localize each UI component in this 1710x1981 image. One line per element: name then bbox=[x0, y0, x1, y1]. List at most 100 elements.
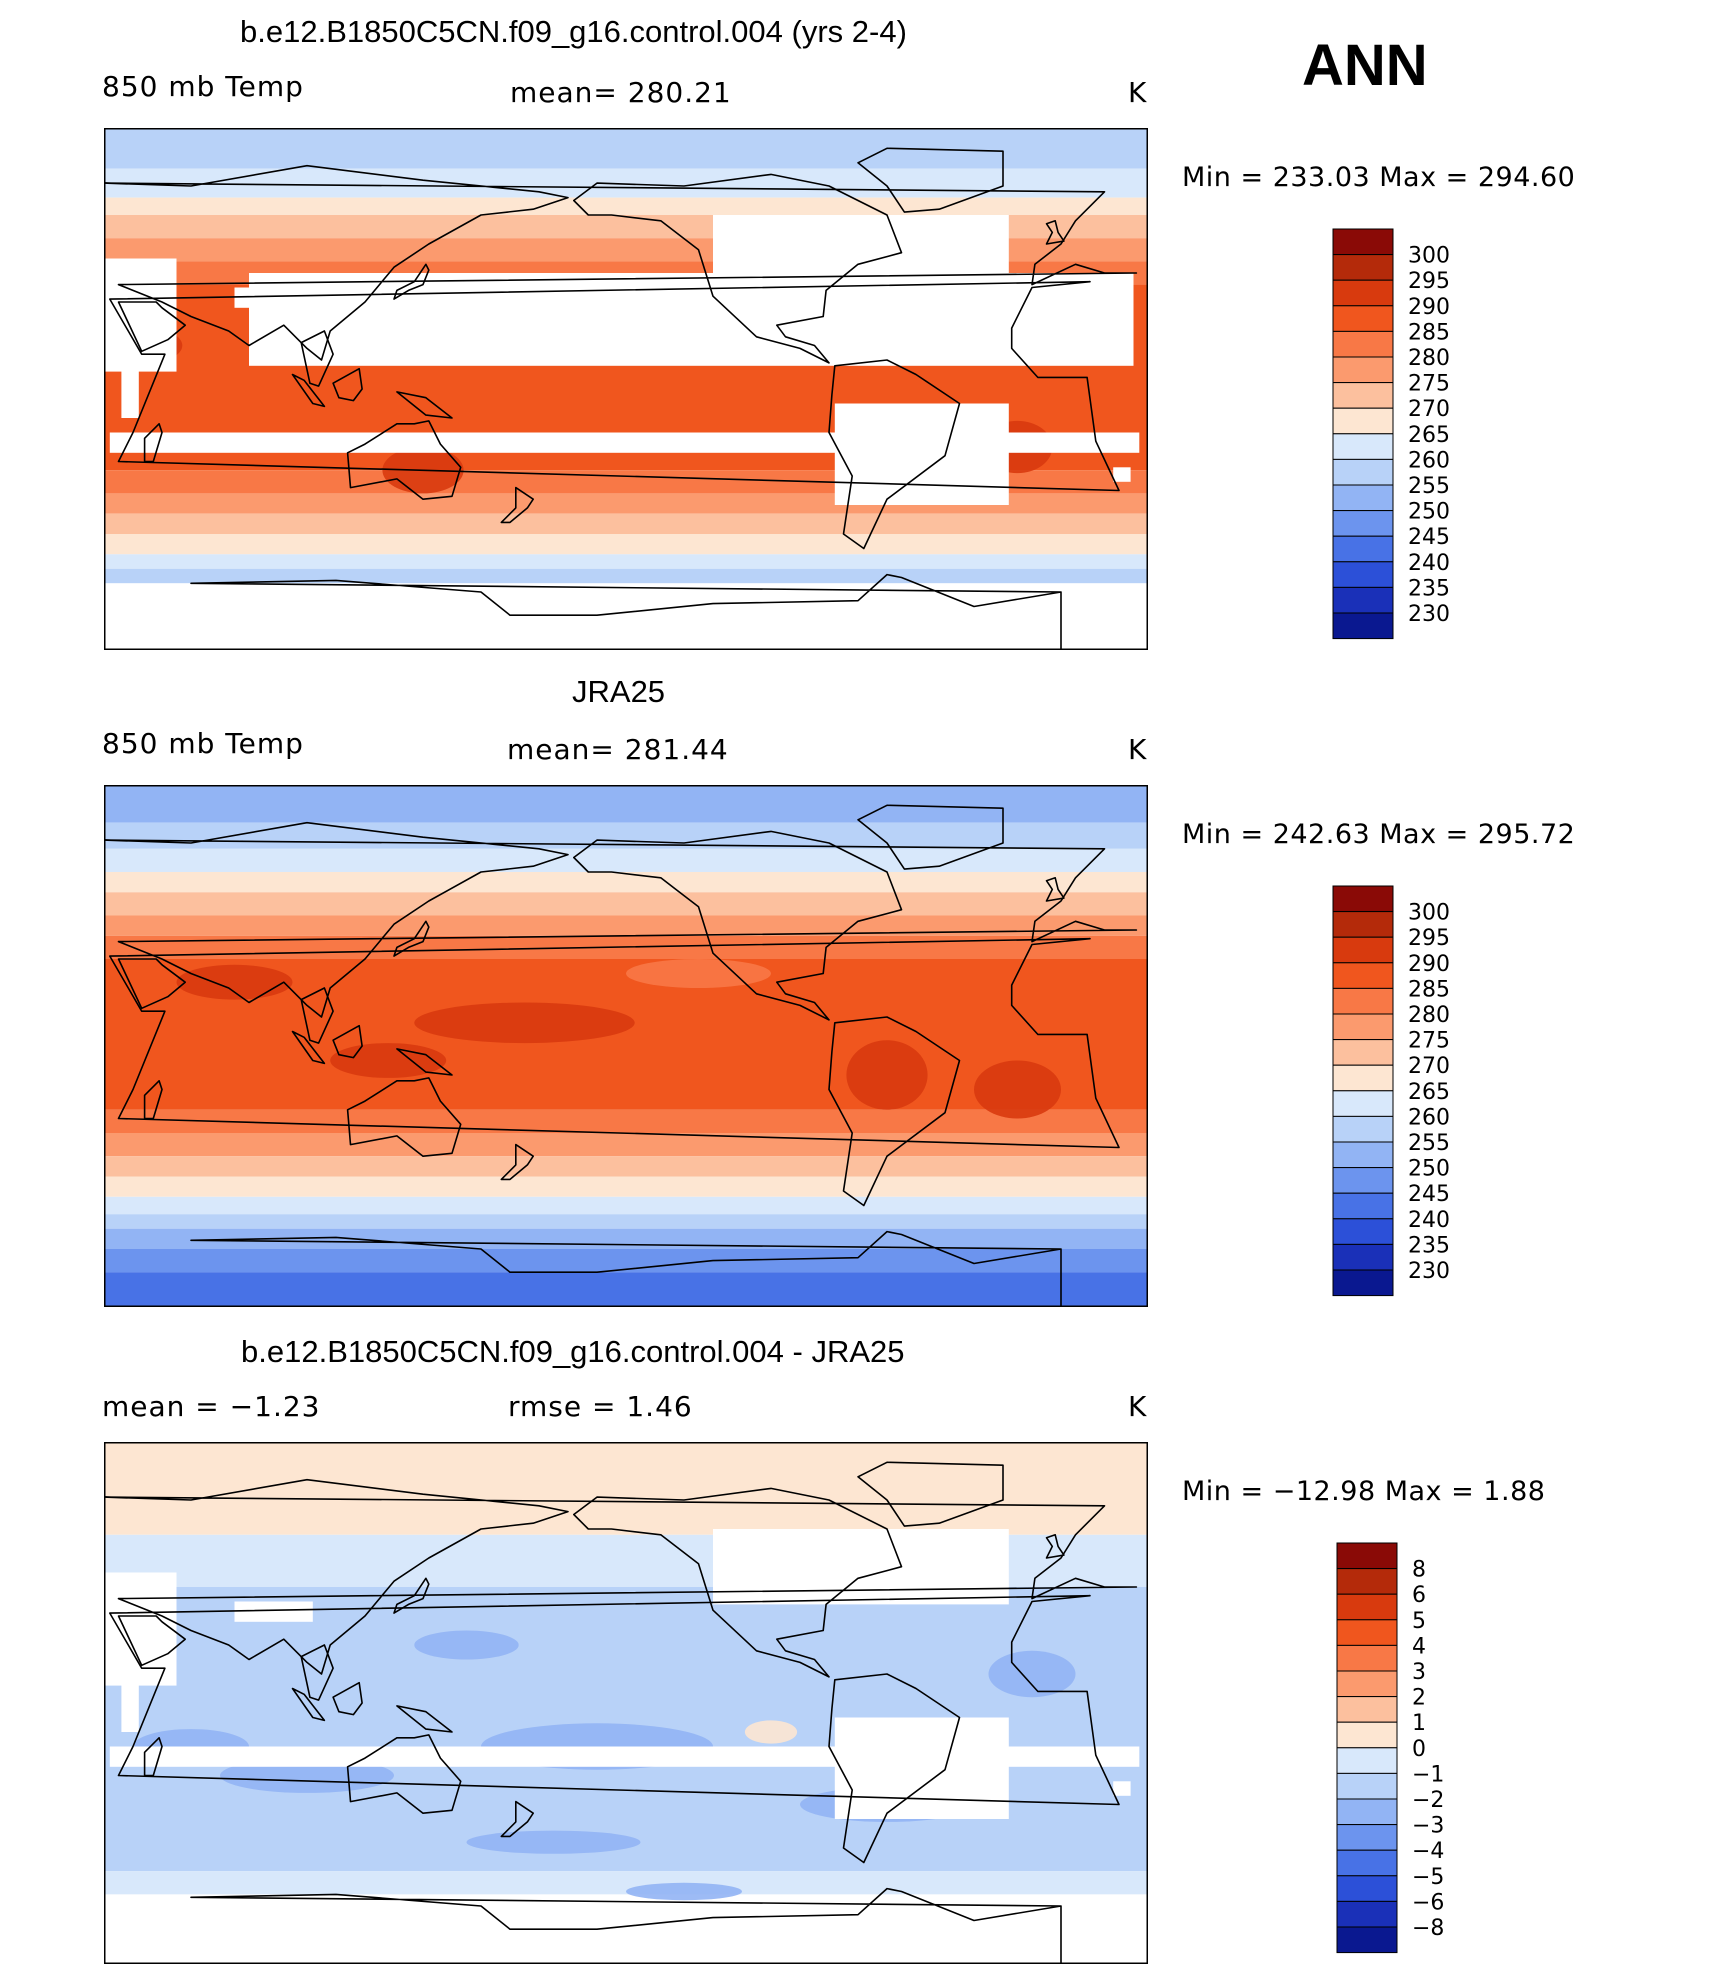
contour-band bbox=[104, 872, 1148, 893]
colorbar-tick-label: 255 bbox=[1408, 474, 1450, 499]
panel-3-colorbar: 8 6 5 4 3 2 1 0 −1 −2 −3 −4 −5 −6 −8 bbox=[1336, 1542, 1496, 1961]
colorbar-box bbox=[1332, 1115, 1394, 1143]
panel-1-map bbox=[104, 128, 1148, 650]
colorbar-tick-label: 8 bbox=[1412, 1558, 1426, 1583]
contour-band bbox=[104, 1214, 1148, 1229]
colorbar-box bbox=[1336, 1798, 1398, 1826]
colorbar-tick-label: 290 bbox=[1408, 952, 1450, 977]
coastline-south-america bbox=[828, 359, 961, 550]
coastline-indochina bbox=[300, 1644, 334, 1701]
colorbar-tick-label: 1 bbox=[1412, 1711, 1426, 1736]
map-frame bbox=[104, 1442, 1148, 1964]
coastline-madagascar bbox=[143, 422, 163, 463]
colorbar-tick-label: 3 bbox=[1412, 1660, 1426, 1685]
panel-3-units: K bbox=[1128, 1390, 1148, 1423]
colorbar-tick-label: 290 bbox=[1408, 295, 1450, 320]
coastline-new-guinea bbox=[396, 1048, 453, 1076]
contour-region bbox=[414, 1630, 519, 1660]
coastline-antarctica bbox=[190, 573, 1062, 650]
panel-1-mean-label: mean= 280.21 bbox=[510, 76, 732, 109]
colorbar-box bbox=[1332, 1243, 1394, 1271]
contour-region bbox=[744, 1720, 798, 1744]
colorbar-box bbox=[1332, 254, 1394, 281]
colorbar-tick-label: 265 bbox=[1408, 1080, 1450, 1105]
panel-1-minmax: Min = 233.03 Max = 294.60 bbox=[1182, 162, 1576, 193]
colorbar-box bbox=[1336, 1542, 1398, 1570]
colorbar-box bbox=[1332, 1218, 1394, 1245]
missing-data-region bbox=[121, 360, 139, 418]
contour-band bbox=[104, 534, 1148, 555]
contour-band bbox=[104, 197, 1148, 215]
colorbar-box bbox=[1332, 305, 1394, 332]
missing-data-region bbox=[121, 1674, 139, 1732]
coastline-africa bbox=[109, 1594, 1120, 1806]
colorbar-box bbox=[1332, 535, 1394, 563]
colorbar-box bbox=[1336, 1824, 1398, 1851]
coastline-north-america bbox=[572, 173, 903, 364]
colorbar-tick-label: 285 bbox=[1408, 320, 1450, 345]
colorbar-tick-label: 230 bbox=[1408, 602, 1450, 627]
coastline-sumatra bbox=[291, 1687, 326, 1722]
colorbar-box bbox=[1336, 1875, 1398, 1902]
colorbar-tick-label: 265 bbox=[1408, 423, 1450, 448]
contour-band bbox=[104, 513, 1148, 534]
colorbar-tick-label: −1 bbox=[1412, 1762, 1444, 1787]
coastline-borneo bbox=[332, 367, 363, 402]
colorbar-tick-label: 240 bbox=[1408, 1208, 1450, 1233]
coastline-madagascar bbox=[143, 1736, 163, 1777]
coastline-australia bbox=[346, 1077, 462, 1158]
coastline-south-america bbox=[828, 1016, 961, 1207]
colorbar-box bbox=[1332, 356, 1394, 384]
colorbar-tick-label: 240 bbox=[1408, 551, 1450, 576]
colorbar-tick-label: 285 bbox=[1408, 977, 1450, 1002]
colorbar-tick-label: −2 bbox=[1412, 1788, 1444, 1813]
coastline-borneo bbox=[332, 1681, 363, 1716]
missing-data-region bbox=[104, 258, 177, 372]
colorbar-box bbox=[1332, 561, 1394, 588]
coastline-eurasia bbox=[104, 164, 1138, 361]
colorbar-tick-label: 280 bbox=[1408, 346, 1450, 371]
coastline-madagascar bbox=[143, 1079, 163, 1120]
contour-band bbox=[104, 1133, 1148, 1157]
colorbar-box bbox=[1336, 1772, 1398, 1800]
colorbar-box bbox=[1332, 279, 1394, 307]
colorbar-box bbox=[1336, 1926, 1398, 1954]
panel-1-colorbar: 300 295 290 285 280 275 270 265 260 255 250 245 240 2… bbox=[1332, 228, 1492, 647]
colorbar-box bbox=[1332, 330, 1394, 358]
coastline-australia bbox=[346, 1734, 462, 1815]
colorbar-box bbox=[1336, 1593, 1398, 1621]
colorbar-tick-label: −3 bbox=[1412, 1814, 1444, 1839]
colorbar-tick-label: 0 bbox=[1412, 1737, 1426, 1762]
colorbar-tick-label: 245 bbox=[1408, 525, 1450, 550]
colorbar-box bbox=[1336, 1721, 1398, 1749]
coastline-australia bbox=[346, 420, 462, 501]
contour-region bbox=[414, 1002, 635, 1044]
colorbar-tick-label: 2 bbox=[1412, 1686, 1426, 1711]
colorbar-box bbox=[1332, 936, 1394, 964]
colorbar-tick-label: 260 bbox=[1408, 448, 1450, 473]
panel-2-title: JRA25 bbox=[572, 674, 666, 709]
colorbar-tick-label: 250 bbox=[1408, 500, 1450, 525]
colorbar-box bbox=[1332, 885, 1394, 913]
missing-data-region bbox=[234, 1601, 313, 1622]
map-frame bbox=[104, 128, 1148, 650]
colorbar-tick-label: 270 bbox=[1408, 1054, 1450, 1079]
panel-2-mean-label: mean= 281.44 bbox=[507, 733, 729, 766]
coastline-africa bbox=[109, 937, 1120, 1149]
contour-region bbox=[988, 1650, 1076, 1698]
colorbar-box bbox=[1332, 1141, 1394, 1169]
panel-2-left-label: 850 mb Temp bbox=[102, 727, 304, 760]
colorbar-tick-label: 235 bbox=[1408, 576, 1450, 601]
panel-1-title: b.e12.B1850C5CN.f09_g16.control.004 (yrs… bbox=[240, 14, 907, 49]
colorbar-box bbox=[1336, 1849, 1398, 1877]
colorbar-box bbox=[1332, 612, 1394, 640]
missing-data-region bbox=[109, 1746, 1140, 1767]
colorbar-tick-label: 300 bbox=[1408, 901, 1450, 926]
panel-2-colorbar: 300 295 290 285 280 275 270 265 260 255 250 245 240 2… bbox=[1332, 885, 1492, 1304]
colorbar-box bbox=[1332, 1013, 1394, 1041]
coastline-new-zealand bbox=[500, 486, 535, 524]
colorbar-tick-label: 250 bbox=[1408, 1157, 1450, 1182]
colorbar-tick-label: 230 bbox=[1408, 1259, 1450, 1284]
contour-band bbox=[104, 583, 1148, 650]
missing-data-region bbox=[109, 432, 1140, 453]
